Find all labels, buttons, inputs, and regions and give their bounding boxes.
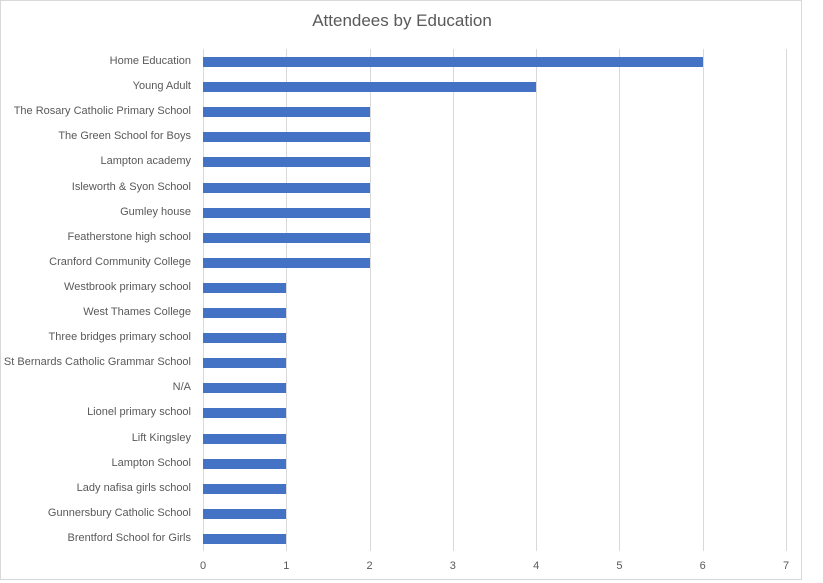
bar xyxy=(203,433,287,444)
bar xyxy=(203,408,287,419)
x-tick-label: 6 xyxy=(699,560,706,572)
category-label: Three bridges primary school xyxy=(48,331,191,344)
bar xyxy=(203,508,287,519)
bar xyxy=(203,533,287,544)
category-label: Cranford Community College xyxy=(49,255,191,268)
category-label: The Green School for Boys xyxy=(58,130,191,143)
bar xyxy=(203,458,287,469)
bar xyxy=(203,333,287,344)
bar xyxy=(203,82,537,93)
bar-row xyxy=(203,501,786,526)
bar xyxy=(203,57,703,67)
category-label: West Thames College xyxy=(83,306,191,318)
bar xyxy=(203,483,287,494)
bar-row xyxy=(203,426,786,451)
category-label: Featherstone high school xyxy=(67,230,191,243)
bar-row xyxy=(203,325,786,350)
bar xyxy=(203,383,287,394)
bar-row xyxy=(203,451,786,476)
gridline xyxy=(203,49,204,551)
category-label: Home Education xyxy=(109,55,191,67)
bar xyxy=(203,232,370,243)
bar-row xyxy=(203,225,786,250)
chart-title: Attendees by Education xyxy=(312,11,492,30)
category-label: Gumley house xyxy=(120,205,191,218)
category-label: Lady nafisa girls school xyxy=(76,481,191,494)
plot-area: 0 1 2 3 4 5 6 7 xyxy=(200,49,789,572)
category-label: St Bernards Catholic Grammar School xyxy=(3,356,191,369)
bar-row xyxy=(203,526,786,551)
x-tick-label: 0 xyxy=(199,560,207,572)
bar xyxy=(203,358,287,369)
category-label: Westbrook primary school xyxy=(64,280,191,293)
x-tick-label: 2 xyxy=(366,560,373,572)
bar-row xyxy=(203,350,786,375)
category-label: The Rosary Catholic Primary School xyxy=(13,105,191,118)
bar-row xyxy=(203,400,786,425)
bar-row xyxy=(203,175,786,200)
category-label: N/A xyxy=(172,381,191,394)
x-tick-label: 3 xyxy=(449,560,456,572)
category-label: Young Adult xyxy=(132,80,191,93)
x-tick-label: 1 xyxy=(283,560,290,572)
bar xyxy=(203,308,287,318)
bar-row xyxy=(203,375,786,400)
bar-row xyxy=(203,275,786,300)
gridline xyxy=(452,49,454,551)
bar-row xyxy=(203,149,786,174)
category-label: Lionel primary school xyxy=(87,406,191,419)
gridline xyxy=(786,49,787,551)
bar-row xyxy=(203,99,786,124)
gridline xyxy=(369,49,371,551)
gridline xyxy=(536,49,538,551)
bar xyxy=(203,107,370,118)
bar-row xyxy=(203,49,786,74)
bar-row xyxy=(203,300,786,325)
bar-row xyxy=(203,124,786,149)
bar-row xyxy=(203,200,786,225)
bar xyxy=(203,207,370,218)
bar-row xyxy=(203,74,786,99)
category-label: Brentford School for Girls xyxy=(67,531,192,544)
gridline xyxy=(286,49,288,551)
category-label: Lift Kingsley xyxy=(131,431,191,444)
bar xyxy=(203,282,287,293)
category-label: Lampton academy xyxy=(100,155,192,168)
gridline xyxy=(619,49,621,551)
x-tick-label: 5 xyxy=(616,560,623,572)
bar xyxy=(203,157,370,168)
bar-row xyxy=(203,476,786,501)
x-tick-label: 4 xyxy=(533,560,540,572)
x-tick-label: 7 xyxy=(782,560,790,572)
bar xyxy=(203,257,370,268)
category-label: Lampton School xyxy=(111,456,192,469)
bar-row xyxy=(203,250,786,275)
category-label: Isleworth & Syon School xyxy=(71,180,191,193)
chart-area: Attendees by Education Home Education You… xyxy=(0,0,802,580)
gridline xyxy=(702,49,704,551)
bar xyxy=(203,182,370,193)
bar xyxy=(203,132,370,143)
category-label: Gunnersbury Catholic School xyxy=(47,506,191,519)
